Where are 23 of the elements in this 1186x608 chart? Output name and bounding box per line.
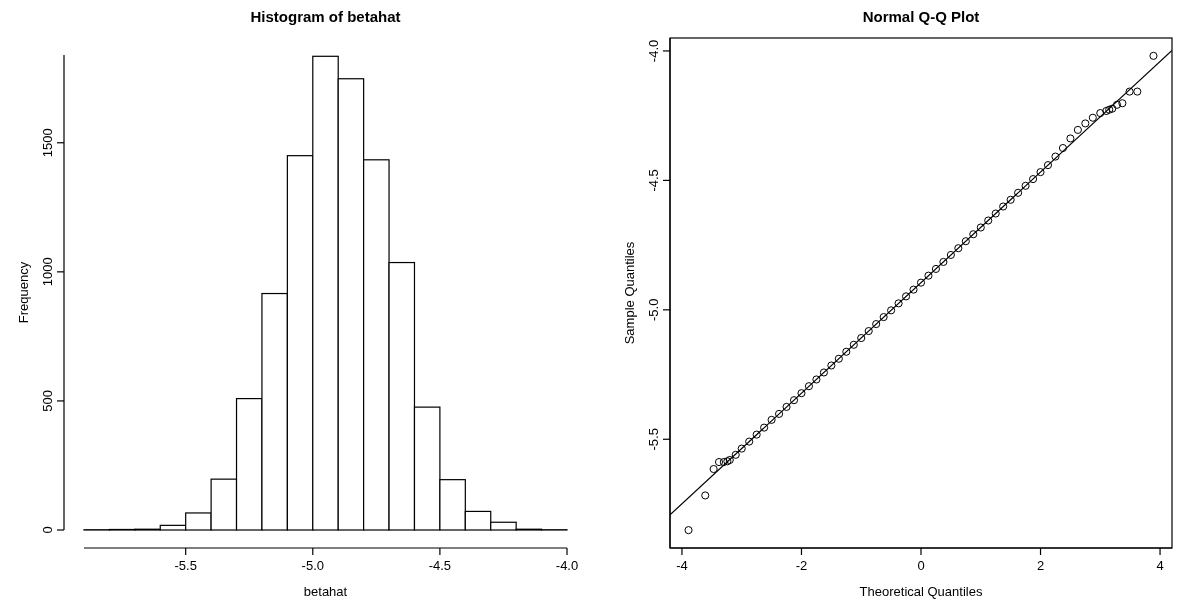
x-tick-label: -4.5 xyxy=(428,558,452,573)
x-tick-label: 2 xyxy=(1036,558,1045,573)
x-tick-label: -5.0 xyxy=(301,558,324,573)
y-tick-label: 1500 xyxy=(40,128,55,158)
x-tick-label: -2 xyxy=(795,558,808,573)
y-axis-title: Sample Quantiles xyxy=(622,241,637,345)
y-tick-label: 1000 xyxy=(40,257,55,287)
y-tick-label: 500 xyxy=(40,390,55,412)
x-axis-title: Theoretical Quantiles xyxy=(859,584,983,599)
x-axis-title: betahat xyxy=(303,584,348,599)
chart-title: Histogram of betahat xyxy=(250,8,401,25)
y-axis-title: Frequency xyxy=(16,261,31,324)
chart-title: Normal Q-Q Plot xyxy=(862,8,980,25)
x-tick-label: 4 xyxy=(1156,558,1164,573)
y-tick-label: -5.0 xyxy=(646,298,661,322)
y-tick-label: -4.5 xyxy=(646,169,661,192)
x-tick-label: 0 xyxy=(917,558,925,573)
x-tick-label: -4 xyxy=(676,558,688,573)
y-tick-label: -5.5 xyxy=(646,428,661,451)
x-tick-label: -5.5 xyxy=(174,558,197,573)
y-tick-label: 0 xyxy=(40,526,55,534)
x-tick-label: -4.0 xyxy=(555,558,579,573)
y-tick-label: -4.0 xyxy=(646,39,661,63)
